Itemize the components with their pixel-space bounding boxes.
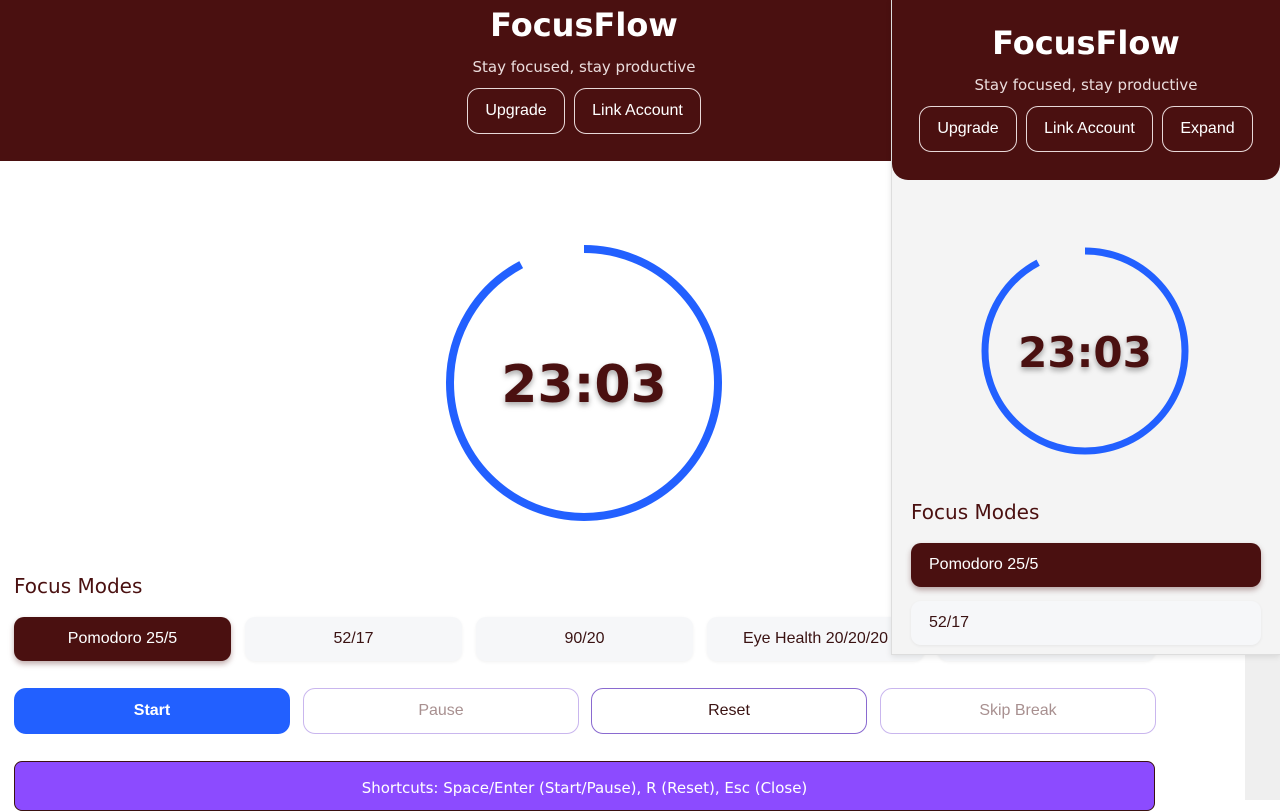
- popup-mode-52-17[interactable]: 52/17: [911, 601, 1261, 645]
- expand-button[interactable]: Expand: [1162, 106, 1253, 152]
- timer-progress-arc: [446, 245, 722, 521]
- timer-display: 23:03: [501, 355, 667, 415]
- popup-upgrade-button[interactable]: Upgrade: [919, 106, 1017, 152]
- popup-link-account-button[interactable]: Link Account: [1026, 106, 1153, 152]
- skip-break-button[interactable]: Skip Break: [880, 688, 1156, 734]
- upgrade-button[interactable]: Upgrade: [467, 88, 565, 134]
- app-title: FocusFlow: [490, 6, 678, 44]
- extension-popup: FocusFlow Stay focused, stay productive …: [891, 0, 1280, 655]
- mode-52-17[interactable]: 52/17: [245, 617, 462, 661]
- timer-progress-ring: [446, 245, 722, 521]
- reset-button[interactable]: Reset: [591, 688, 867, 734]
- popup-timer-ring: [981, 247, 1189, 455]
- app-tagline: Stay focused, stay productive: [472, 58, 696, 76]
- popup-timer-display: 23:03: [1018, 328, 1152, 377]
- popup-header: FocusFlow Stay focused, stay productive …: [892, 0, 1280, 180]
- shortcuts-banner: Shortcuts: Space/Enter (Start/Pause), R …: [14, 761, 1155, 811]
- popup-title: FocusFlow: [992, 24, 1180, 62]
- mode-eye-health[interactable]: Eye Health 20/20/20: [707, 617, 924, 661]
- mode-pomodoro[interactable]: Pomodoro 25/5: [14, 617, 231, 661]
- link-account-button[interactable]: Link Account: [574, 88, 701, 134]
- start-button[interactable]: Start: [14, 688, 290, 734]
- focus-modes-heading: Focus Modes: [14, 574, 143, 598]
- popup-tagline: Stay focused, stay productive: [974, 76, 1198, 94]
- popup-mode-pomodoro[interactable]: Pomodoro 25/5: [911, 543, 1261, 587]
- timer-progress-arc: [981, 247, 1189, 455]
- popup-focus-modes-heading: Focus Modes: [911, 500, 1040, 524]
- pause-button[interactable]: Pause: [303, 688, 579, 734]
- mode-90-20[interactable]: 90/20: [476, 617, 693, 661]
